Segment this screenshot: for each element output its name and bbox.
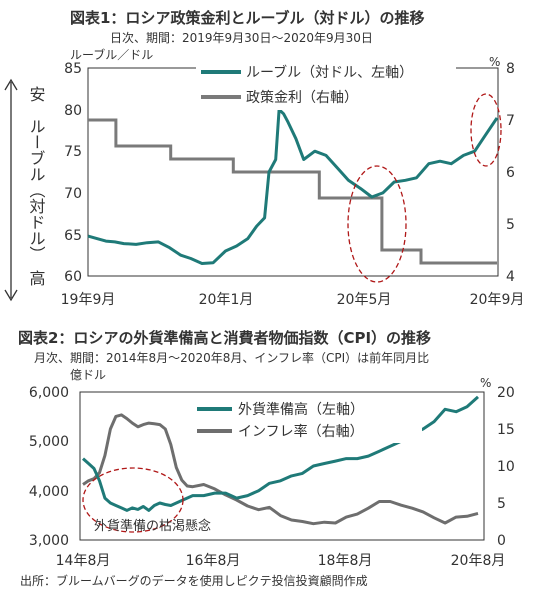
chart2-yright-tick: 10 <box>497 459 515 475</box>
chart1-yright-tick: 4 <box>506 269 515 285</box>
chart1-yleft-tick: 70 <box>64 186 82 202</box>
chart1-left-unit: ルーブル／ドル <box>70 47 153 62</box>
chart1-x-ticks: 19年9月 20年1月 20年5月 20年9月 <box>61 292 525 308</box>
chart1-yleft-tick: 80 <box>64 103 82 119</box>
chart2-legend-label-reserves: 外貨準備高（左軸） <box>238 401 364 418</box>
chart1-legend: ルーブル（対ドル、左軸） 政策金利（右軸） <box>196 62 456 110</box>
chart2-left-unit: 億ドル <box>70 368 106 382</box>
chart1-yleft-tick: 75 <box>64 144 82 160</box>
chart2-xtick: 16年8月 <box>186 553 241 569</box>
chart2-title: 図表2：ロシアの外貨準備高と消費者物価指数（CPI）の推移 <box>18 329 431 347</box>
chart2-subtitle: 月次、期間：2014年8月～2020年8月、インフレ率（CPI）は前年同月比 <box>34 350 429 365</box>
chart1-subtitle: 日次、期間：2019年9月30日～2020年9月30日 <box>110 31 373 45</box>
chart2-yleft-tick: 4,000 <box>29 484 69 500</box>
chart2-right-ticks: 20 15 10 5 0 <box>497 385 515 549</box>
chart1-ylabel-arrow-top <box>4 78 18 91</box>
chart2-xtick: 20年8月 <box>451 553 506 569</box>
chart1-series-ruble-line <box>87 108 499 265</box>
chart1-ylabel-arrow-bottom <box>4 289 18 302</box>
chart2-left-ticks: 6,000 5,000 4,000 3,000 <box>29 385 69 549</box>
chart1-xtick: 20年1月 <box>199 292 254 308</box>
chart2-yright-tick: 0 <box>497 533 506 549</box>
chart1-annotation-circle-sep <box>470 93 502 167</box>
chart2-legend: 外貨準備高（左軸） インフレ率（右軸） <box>192 397 422 443</box>
chart2-yleft-tick: 6,000 <box>29 385 69 401</box>
chart1-xtick: 19年9月 <box>61 292 116 308</box>
chart2-xtick: 18年8月 <box>318 553 373 569</box>
chart2-plot-frame <box>79 391 485 541</box>
chart1-yleft-tick: 60 <box>64 269 82 285</box>
chart1-legend-label-ruble: ルーブル（対ドル、左軸） <box>246 64 413 81</box>
chart1-ylabel: 安 ルーブル（対ドル） 高 <box>27 86 46 286</box>
chart1-xtick: 20年9月 <box>470 292 525 308</box>
chart1-yright-tick: 7 <box>506 113 515 129</box>
chart1-yright-tick: 8 <box>506 61 515 77</box>
chart1-right-unit: % <box>489 55 500 69</box>
chart1-yleft-tick: 85 <box>64 61 82 77</box>
chart2-series-inflation-line <box>82 413 479 526</box>
chart1-annotation-circle-may <box>347 165 407 283</box>
chart2-yleft-tick: 3,000 <box>29 533 69 549</box>
footer-source: 出所：ブルームバーグのデータを使用しピクテ投信投資顧問作成 <box>20 573 368 588</box>
chart2-x-ticks: 14年8月 16年8月 18年8月 20年8月 <box>56 553 506 569</box>
chart2-yright-tick: 5 <box>497 496 506 512</box>
chart2: 図表2：ロシアの外貨準備高と消費者物価指数（CPI）の推移 月次、期間：2014… <box>18 329 515 569</box>
chart2-legend-label-inflation: インフレ率（右軸） <box>238 423 364 440</box>
chart1-yright-tick: 5 <box>506 217 515 233</box>
chart2-right-unit: % <box>480 376 491 390</box>
chart1-legend-label-rate: 政策金利（右軸） <box>246 89 358 106</box>
chart1-yright-tick: 6 <box>506 165 515 181</box>
chart2-yleft-tick: 5,000 <box>29 434 69 450</box>
chart1: 図表1：ロシア政策金利とルーブル（対ドル）の推移 日次、期間：2019年9月30… <box>4 9 525 308</box>
chart2-annotation-circle <box>82 467 184 533</box>
chart2-annotation-label: 外貨準備の枯渇懸念 <box>94 518 211 534</box>
chart1-title: 図表1：ロシア政策金利とルーブル（対ドル）の推移 <box>70 9 425 27</box>
chart1-xtick: 20年5月 <box>337 292 392 308</box>
chart2-yright-tick: 15 <box>497 422 515 438</box>
chart1-right-ticks: 8 7 6 5 4 <box>506 61 515 285</box>
chart1-left-ticks: 85 80 75 70 65 60 <box>64 61 82 285</box>
chart2-yright-tick: 20 <box>497 385 515 401</box>
chart1-series-rate-line <box>88 118 497 265</box>
chart2-xtick: 14年8月 <box>56 553 111 569</box>
chart1-yleft-tick: 65 <box>64 228 82 244</box>
